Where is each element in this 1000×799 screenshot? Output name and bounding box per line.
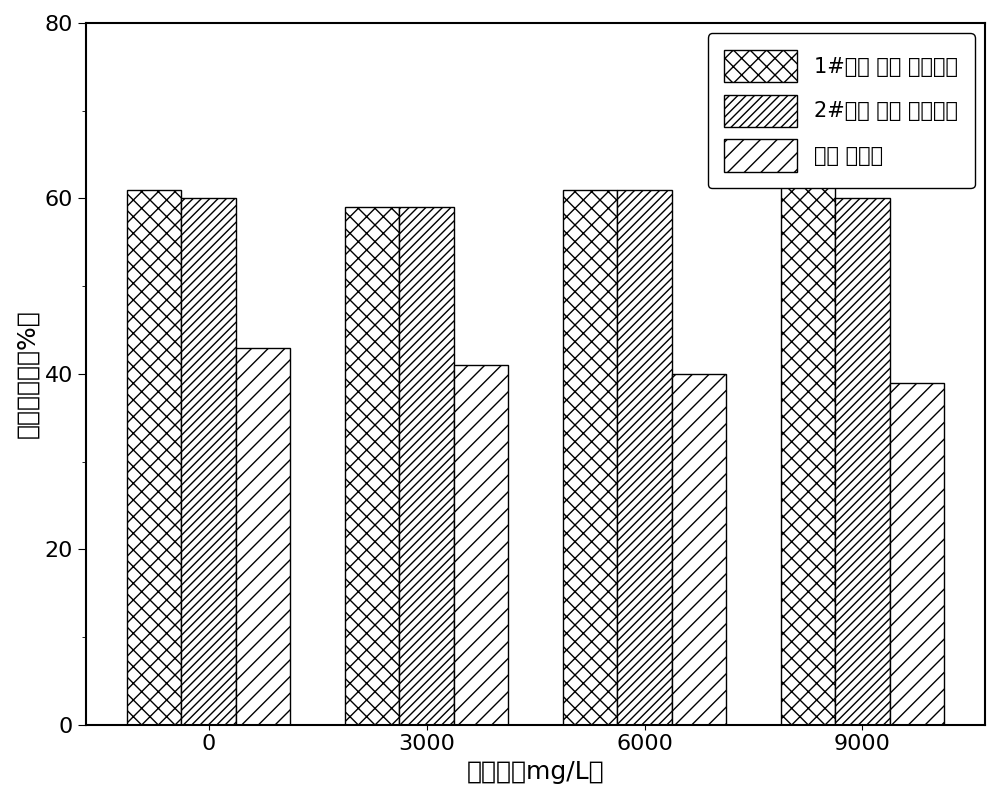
Bar — [835, 198, 890, 725]
Bar — [127, 189, 181, 725]
Bar — [672, 374, 726, 725]
Bar — [181, 198, 236, 725]
Bar — [563, 189, 617, 725]
Bar — [617, 189, 672, 725]
X-axis label: 矿化度（mg/L）: 矿化度（mg/L） — [467, 760, 604, 784]
Bar — [454, 365, 508, 725]
Bar — [781, 172, 835, 725]
Bar — [890, 383, 944, 725]
Legend: 1#含氟 超支 化聚合物, 2#含氟 超支 化聚合物, 普通 聚合物: 1#含氟 超支 化聚合物, 2#含氟 超支 化聚合物, 普通 聚合物 — [708, 34, 975, 189]
Bar — [345, 207, 399, 725]
Bar — [399, 207, 454, 725]
Y-axis label: 粘度保留率（%）: 粘度保留率（%） — [15, 309, 39, 438]
Bar — [236, 348, 290, 725]
